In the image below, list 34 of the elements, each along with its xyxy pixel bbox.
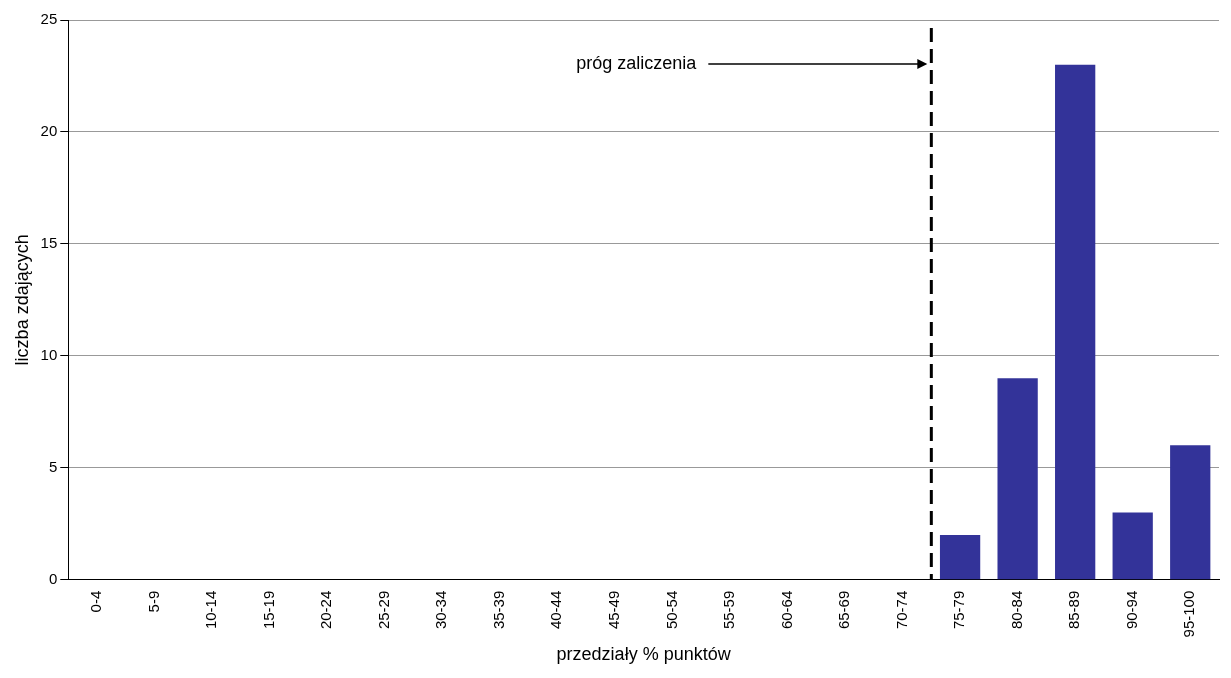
x-tick-label: 10-14 xyxy=(202,590,220,630)
x-tick-label: 25-29 xyxy=(374,590,392,630)
x-tick-label: 30-34 xyxy=(432,590,450,630)
bar xyxy=(1055,64,1096,580)
x-tick-label: 55-59 xyxy=(720,590,738,630)
y-tick-label: 20 xyxy=(40,122,58,140)
ref-line-label: próg zaliczenia xyxy=(576,52,698,73)
x-tick-label: 75-79 xyxy=(950,590,968,630)
x-tick-label: 20-24 xyxy=(317,590,335,630)
y-tick-label: 0 xyxy=(48,569,58,587)
bar xyxy=(997,378,1038,580)
x-tick-label: 95-100 xyxy=(1180,590,1198,638)
x-tick-label: 65-69 xyxy=(835,590,853,630)
x-tick-label: 40-44 xyxy=(547,590,565,630)
x-tick-label: 90-94 xyxy=(1122,590,1140,630)
x-tick-label: 45-49 xyxy=(605,590,623,630)
x-tick-label: 70-74 xyxy=(892,590,910,630)
x-tick-label: 35-39 xyxy=(489,590,507,630)
bar xyxy=(1112,512,1153,580)
bar xyxy=(1170,445,1211,580)
x-axis-title: przedziały % punktów xyxy=(556,644,732,665)
x-tick-label: 85-89 xyxy=(1065,590,1083,630)
x-tick-label: 0-4 xyxy=(87,590,105,613)
y-tick-label: 5 xyxy=(48,457,58,475)
x-tick-label: 80-84 xyxy=(1007,590,1025,630)
x-tick-label: 60-64 xyxy=(777,590,795,630)
x-tick-label: 50-54 xyxy=(662,590,680,630)
x-tick-label: 5-9 xyxy=(144,590,162,613)
y-tick-label: 10 xyxy=(40,345,58,363)
y-axis-title: liczba zdających xyxy=(11,234,32,366)
y-tick-label: 15 xyxy=(40,234,58,252)
x-tick-label: 15-19 xyxy=(259,590,277,630)
y-tick-label: 25 xyxy=(40,10,58,28)
bar xyxy=(939,534,981,580)
